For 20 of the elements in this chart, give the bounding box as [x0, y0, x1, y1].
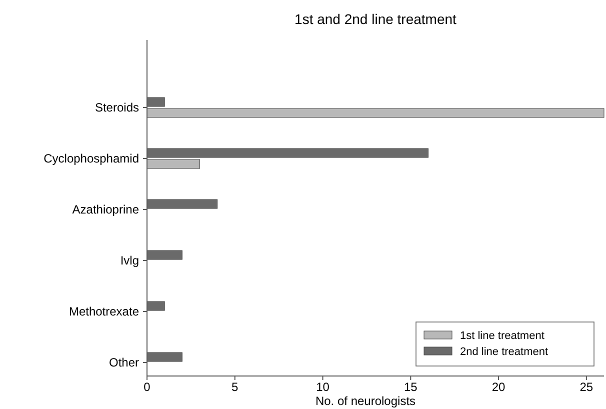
x-axis-title: No. of neurologists	[315, 394, 416, 408]
chart-title: 1st and 2nd line treatment	[294, 11, 457, 27]
legend-label: 1st line treatment	[460, 330, 544, 342]
y-tick-label: Steroids	[94, 100, 139, 114]
x-tick-label: 20	[492, 380, 506, 394]
legend-label: 2nd line treatment	[460, 346, 548, 358]
bar	[146, 199, 218, 209]
bar	[146, 250, 182, 260]
x-tick-label: 25	[580, 380, 594, 394]
y-tick-label: Other	[108, 356, 139, 370]
x-tick-label: 15	[404, 380, 418, 394]
y-tick-label: Ivlg	[120, 254, 139, 268]
bar	[146, 352, 182, 362]
x-tick-label: 0	[144, 380, 151, 394]
y-tick-label: Methotrexate	[68, 304, 140, 318]
x-tick-label: 10	[316, 380, 330, 394]
bar	[146, 301, 165, 311]
x-tick-label: 5	[232, 380, 239, 394]
y-tick-label: Cyclophosphamid	[44, 152, 139, 166]
y-tick-label: Azathioprine	[72, 202, 140, 216]
